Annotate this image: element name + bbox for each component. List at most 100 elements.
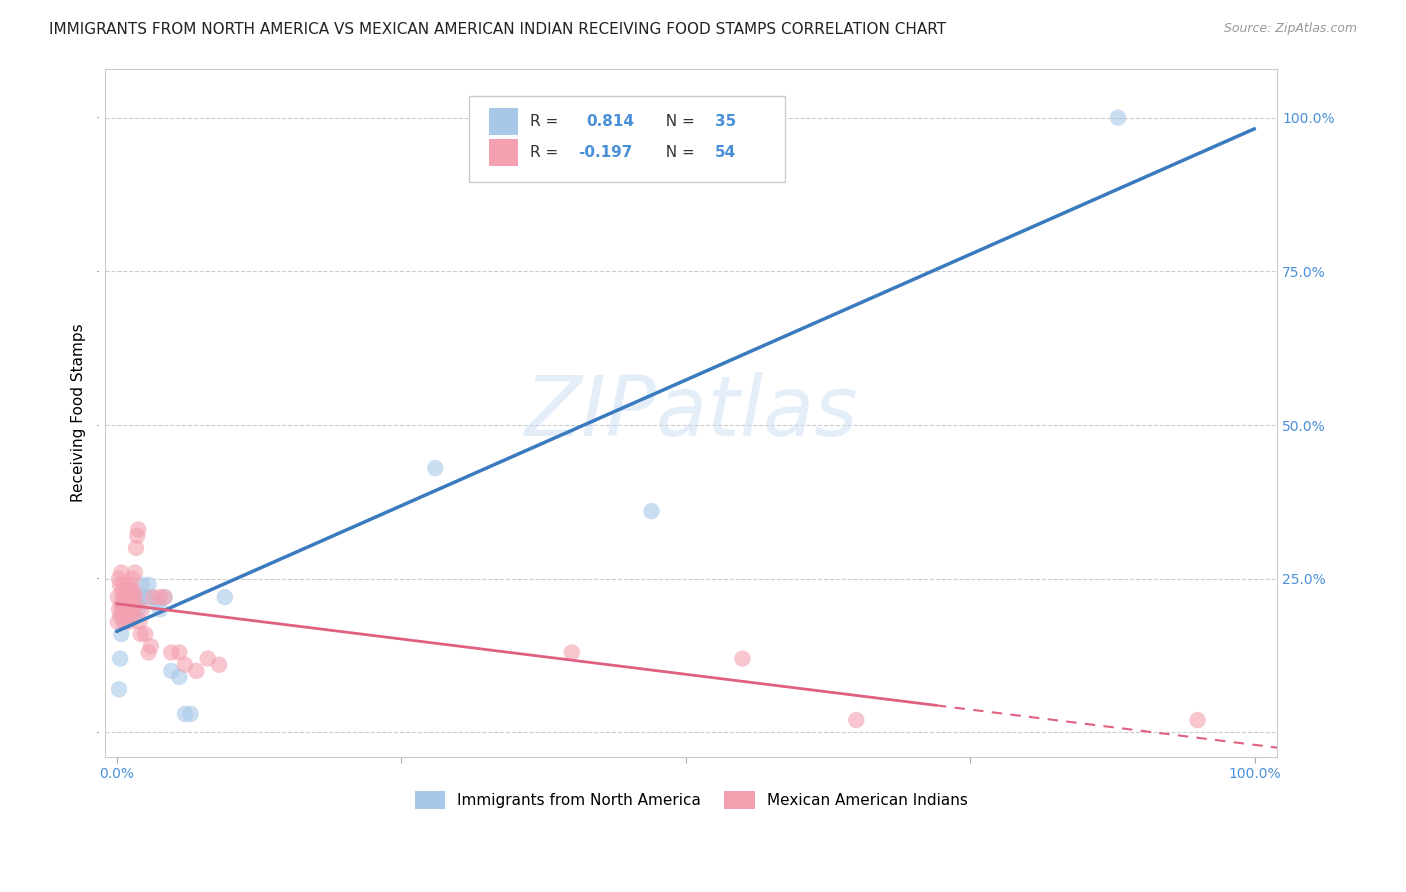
Point: [153, 590, 176, 604]
Point: [425, 461, 447, 475]
Y-axis label: Receiving Food Stamps: Receiving Food Stamps: [72, 324, 86, 502]
Text: N =: N =: [657, 114, 700, 129]
Point: [139, 590, 162, 604]
Point: [114, 615, 136, 629]
Point: [121, 608, 143, 623]
Point: [107, 590, 129, 604]
Point: [115, 602, 138, 616]
Point: [174, 657, 197, 672]
Text: R =: R =: [530, 114, 568, 129]
Text: 54: 54: [714, 145, 735, 160]
Point: [122, 596, 145, 610]
Point: [121, 572, 143, 586]
Point: [112, 615, 135, 629]
Point: [127, 529, 149, 543]
Point: [1187, 713, 1209, 727]
Point: [114, 578, 136, 592]
Point: [149, 602, 172, 616]
Point: [127, 596, 149, 610]
Point: [120, 584, 142, 599]
Point: [142, 590, 165, 604]
Point: [131, 578, 153, 592]
Point: [108, 651, 131, 665]
Point: [111, 596, 134, 610]
Point: [115, 584, 138, 599]
Point: [118, 578, 141, 592]
Legend: Immigrants from North America, Mexican American Indians: Immigrants from North America, Mexican A…: [409, 785, 974, 814]
Point: [160, 664, 183, 678]
Point: [197, 651, 219, 665]
Point: [122, 602, 145, 616]
Point: [120, 602, 142, 616]
Point: [121, 596, 143, 610]
Point: [845, 713, 868, 727]
Point: [169, 670, 191, 684]
Point: [124, 608, 146, 623]
Point: [214, 590, 236, 604]
Text: R =: R =: [530, 145, 562, 160]
FancyBboxPatch shape: [468, 96, 785, 182]
Point: [117, 590, 139, 604]
Point: [118, 615, 141, 629]
Point: [131, 602, 153, 616]
Point: [117, 596, 139, 610]
Point: [114, 608, 136, 623]
Bar: [488, 109, 517, 135]
Point: [169, 645, 191, 659]
Point: [121, 584, 143, 599]
Point: [128, 590, 150, 604]
Point: [160, 645, 183, 659]
Point: [112, 602, 135, 616]
Point: [125, 590, 148, 604]
Point: [108, 608, 131, 623]
Point: [561, 645, 583, 659]
Text: IMMIGRANTS FROM NORTH AMERICA VS MEXICAN AMERICAN INDIAN RECEIVING FOOD STAMPS C: IMMIGRANTS FROM NORTH AMERICA VS MEXICAN…: [49, 22, 946, 37]
Point: [118, 584, 141, 599]
Point: [125, 541, 148, 555]
Text: Source: ZipAtlas.com: Source: ZipAtlas.com: [1223, 22, 1357, 36]
Point: [112, 590, 135, 604]
Point: [145, 596, 167, 610]
Point: [139, 640, 162, 654]
Point: [114, 602, 136, 616]
Point: [174, 706, 197, 721]
Point: [127, 602, 149, 616]
Point: [120, 590, 142, 604]
Point: [110, 627, 132, 641]
Point: [128, 615, 150, 629]
Point: [117, 602, 139, 616]
Point: [138, 578, 160, 592]
Point: [153, 590, 176, 604]
Point: [108, 572, 131, 586]
Point: [108, 602, 131, 616]
Point: [114, 590, 136, 604]
Text: 0.814: 0.814: [586, 114, 634, 129]
Point: [110, 566, 132, 580]
Point: [114, 590, 136, 604]
Point: [731, 651, 754, 665]
Point: [1107, 111, 1129, 125]
Point: [129, 627, 152, 641]
Point: [180, 706, 202, 721]
Text: -0.197: -0.197: [578, 145, 633, 160]
Point: [208, 657, 231, 672]
Point: [138, 645, 160, 659]
Point: [108, 578, 131, 592]
Point: [121, 602, 143, 616]
Text: N =: N =: [657, 145, 700, 160]
Point: [108, 682, 131, 697]
Point: [122, 584, 145, 599]
Point: [121, 590, 143, 604]
Point: [115, 596, 138, 610]
Point: [111, 584, 134, 599]
Point: [124, 590, 146, 604]
Point: [149, 590, 172, 604]
Point: [127, 523, 149, 537]
Point: [134, 627, 156, 641]
Point: [186, 664, 208, 678]
Point: [124, 566, 146, 580]
Point: [107, 615, 129, 629]
Point: [640, 504, 662, 518]
Text: ZIPatlas: ZIPatlas: [524, 372, 858, 453]
Point: [111, 602, 134, 616]
